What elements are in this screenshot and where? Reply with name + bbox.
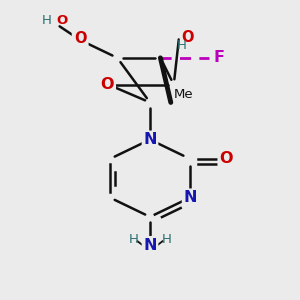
Text: H: H xyxy=(42,14,52,27)
Text: Me: Me xyxy=(174,88,194,101)
Text: F: F xyxy=(213,50,224,65)
Text: O: O xyxy=(56,14,68,27)
Text: O: O xyxy=(74,31,86,46)
Text: H: H xyxy=(129,233,139,246)
Text: N: N xyxy=(183,190,197,205)
Text: O: O xyxy=(100,77,114,92)
Text: O: O xyxy=(219,152,232,166)
Text: H: H xyxy=(176,40,186,52)
Text: O: O xyxy=(181,30,194,45)
Text: N: N xyxy=(143,132,157,147)
Text: N: N xyxy=(143,238,157,253)
Text: H: H xyxy=(161,233,171,246)
